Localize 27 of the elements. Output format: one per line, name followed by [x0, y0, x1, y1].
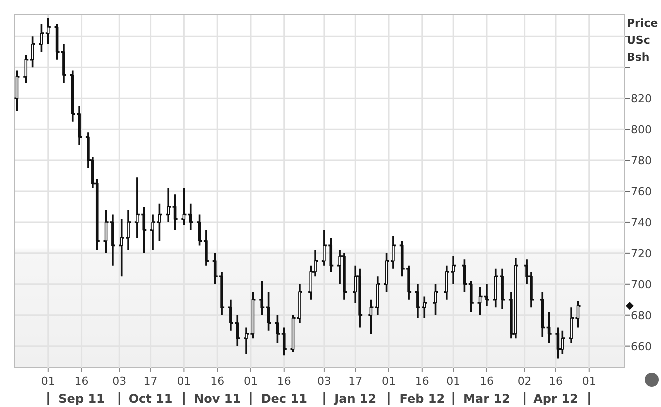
y-tick-label: 760: [631, 186, 652, 198]
y-tick-label: 660: [631, 340, 652, 354]
x-tick-label: 16 Feb 12: [400, 375, 446, 406]
x-tick-label: 01: [244, 375, 258, 388]
x-tick-label: 16 Sep 11: [58, 375, 105, 406]
x-tick-label: 16 Apr 12: [534, 375, 578, 406]
x-tick-label: 16 Nov 11: [194, 375, 242, 406]
y-axis-title: Price USc Bsh: [627, 17, 658, 64]
y-tick-label: 720: [631, 247, 652, 260]
x-tick-label: 16 Mar 12: [464, 375, 510, 406]
x-tick-label: 01: [446, 375, 461, 388]
y-tick-label: 680: [631, 309, 652, 322]
y-tick-label: 700: [631, 278, 652, 292]
y-tick-label: 820: [631, 92, 652, 106]
x-tick-label: 01: [582, 375, 596, 388]
y-tick-label: 740: [631, 216, 652, 230]
x-tick-label: 16 Dec 11: [261, 375, 308, 406]
x-tick-label: 03: [112, 375, 127, 388]
x-tick-label: 17 Oct 11: [128, 375, 173, 406]
x-tick-label: 17 Jan 12: [334, 375, 377, 406]
y-tick-label: 780: [631, 154, 652, 168]
y-tick-label: 800: [631, 124, 652, 137]
x-tick-label: 02: [518, 375, 532, 388]
x-tick-label: 01: [41, 375, 56, 388]
x-tick-label: 01: [177, 375, 192, 388]
x-tick-label: 03: [317, 375, 332, 388]
x-tick-label: 01: [382, 375, 396, 388]
